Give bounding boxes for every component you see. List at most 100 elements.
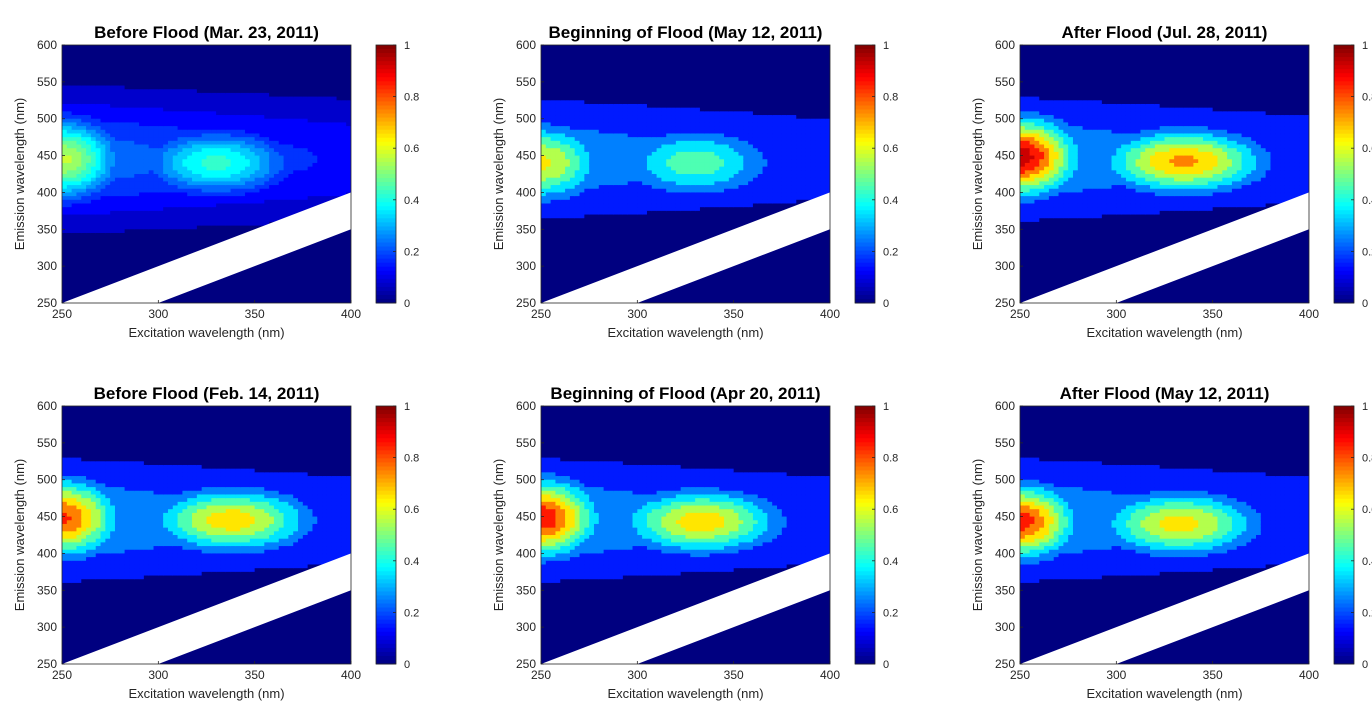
colorbar-tick-label: 0 — [404, 659, 410, 671]
y-tick-label: 250 — [37, 296, 57, 310]
y-tick-label: 450 — [995, 149, 1015, 163]
colorbar-tick-label: 0.4 — [883, 556, 898, 568]
y-tick-label: 500 — [516, 473, 536, 487]
y-tick-label: 550 — [516, 75, 536, 89]
y-tick-label: 600 — [516, 399, 536, 413]
x-axis-label: Excitation wavelength (nm) — [607, 686, 763, 701]
colorbar: 00.20.40.60.81 — [855, 40, 898, 310]
x-tick-label: 400 — [341, 307, 361, 321]
y-tick-label: 500 — [995, 112, 1015, 126]
y-tick-label: 600 — [37, 38, 57, 52]
y-tick-label: 550 — [37, 75, 57, 89]
y-tick-label: 350 — [995, 222, 1015, 236]
y-tick-label: 400 — [516, 185, 536, 199]
colorbar-tick-label: 1 — [883, 40, 889, 52]
colorbar-tick-label: 0.4 — [404, 195, 419, 207]
y-tick-label: 500 — [37, 112, 57, 126]
colorbar: 00.20.40.60.81 — [376, 40, 419, 310]
y-tick-label: 450 — [37, 510, 57, 524]
colorbar-tick-label: 0 — [883, 659, 889, 671]
y-tick-label: 250 — [516, 296, 536, 310]
y-tick-label: 350 — [516, 222, 536, 236]
y-tick-label: 450 — [995, 510, 1015, 524]
colorbar-tick-label: 0.2 — [883, 246, 898, 258]
panel-title: After Flood (Jul. 28, 2011) — [1062, 23, 1268, 42]
colorbar-tick-label: 0 — [1362, 659, 1368, 671]
colorbar: 00.20.40.60.81 — [1334, 40, 1372, 310]
colorbar-tick-label: 0.8 — [404, 92, 419, 104]
colorbar-tick-label: 0 — [404, 298, 410, 310]
intensity-field — [1020, 406, 1310, 665]
y-tick-label: 450 — [37, 149, 57, 163]
y-tick-label: 400 — [995, 185, 1015, 199]
y-tick-label: 600 — [995, 399, 1015, 413]
x-tick-label: 400 — [1299, 307, 1319, 321]
y-tick-label: 300 — [516, 620, 536, 634]
y-tick-label: 400 — [995, 546, 1015, 560]
y-axis-label: Emission wavelength (nm) — [12, 98, 27, 250]
y-tick-label: 400 — [37, 185, 57, 199]
panel-title: Beginning of Flood (Apr 20, 2011) — [550, 384, 820, 403]
y-tick-label: 250 — [37, 657, 57, 671]
colorbar-tick-label: 1 — [404, 401, 410, 413]
y-tick-label: 250 — [516, 657, 536, 671]
colorbar-tick-label: 0.4 — [404, 556, 419, 568]
x-tick-label: 350 — [724, 307, 744, 321]
x-tick-label: 400 — [820, 668, 840, 682]
colorbar-tick-label: 0.8 — [1362, 92, 1372, 104]
y-axis-label: Emission wavelength (nm) — [12, 459, 27, 611]
colorbar-tick-label: 0.8 — [883, 453, 898, 465]
colorbar-tick-label: 0.4 — [1362, 195, 1372, 207]
y-tick-label: 350 — [37, 583, 57, 597]
x-tick-label: 400 — [820, 307, 840, 321]
y-tick-label: 250 — [995, 657, 1015, 671]
y-axis-label: Emission wavelength (nm) — [970, 98, 985, 250]
y-tick-label: 300 — [37, 259, 57, 273]
y-tick-label: 550 — [995, 75, 1015, 89]
colorbar-tick-label: 0 — [883, 298, 889, 310]
y-tick-label: 450 — [516, 510, 536, 524]
y-axis-label: Emission wavelength (nm) — [491, 98, 506, 250]
colorbar-tick-label: 1 — [404, 40, 410, 52]
panel-title: Before Flood (Feb. 14, 2011) — [94, 384, 320, 403]
y-tick-label: 300 — [37, 620, 57, 634]
x-tick-label: 300 — [148, 307, 168, 321]
x-tick-label: 350 — [245, 307, 265, 321]
x-axis-label: Excitation wavelength (nm) — [1086, 686, 1242, 701]
x-tick-label: 400 — [341, 668, 361, 682]
colorbar-tick-label: 0.8 — [404, 453, 419, 465]
y-axis-label: Emission wavelength (nm) — [970, 459, 985, 611]
y-tick-label: 600 — [995, 38, 1015, 52]
colorbar-tick-label: 0.6 — [1362, 143, 1372, 155]
x-tick-label: 350 — [1203, 668, 1223, 682]
intensity-field — [1020, 45, 1310, 304]
colorbar-tick-label: 0.6 — [1362, 504, 1372, 516]
y-tick-label: 550 — [995, 436, 1015, 450]
colorbar-tick-label: 0.8 — [883, 92, 898, 104]
y-tick-label: 550 — [516, 436, 536, 450]
colorbar-tick-label: 0.2 — [404, 607, 419, 619]
panel-title: Beginning of Flood (May 12, 2011) — [549, 23, 823, 42]
panel-title: Before Flood (Mar. 23, 2011) — [94, 23, 319, 42]
y-tick-label: 400 — [516, 546, 536, 560]
colorbar-tick-label: 1 — [1362, 40, 1368, 52]
intensity-field — [541, 406, 831, 665]
x-tick-label: 350 — [245, 668, 265, 682]
colorbar-tick-label: 0.2 — [1362, 246, 1372, 258]
y-tick-label: 600 — [516, 38, 536, 52]
y-tick-label: 550 — [37, 436, 57, 450]
colorbar-tick-label: 0.4 — [1362, 556, 1372, 568]
y-tick-label: 500 — [37, 473, 57, 487]
colorbar: 00.20.40.60.81 — [1334, 401, 1372, 671]
x-tick-label: 300 — [1106, 668, 1126, 682]
x-axis-label: Excitation wavelength (nm) — [607, 325, 763, 340]
colorbar-tick-label: 1 — [883, 401, 889, 413]
colorbar: 00.20.40.60.81 — [376, 401, 419, 671]
intensity-field — [541, 45, 831, 304]
colorbar-tick-label: 0.6 — [404, 143, 419, 155]
